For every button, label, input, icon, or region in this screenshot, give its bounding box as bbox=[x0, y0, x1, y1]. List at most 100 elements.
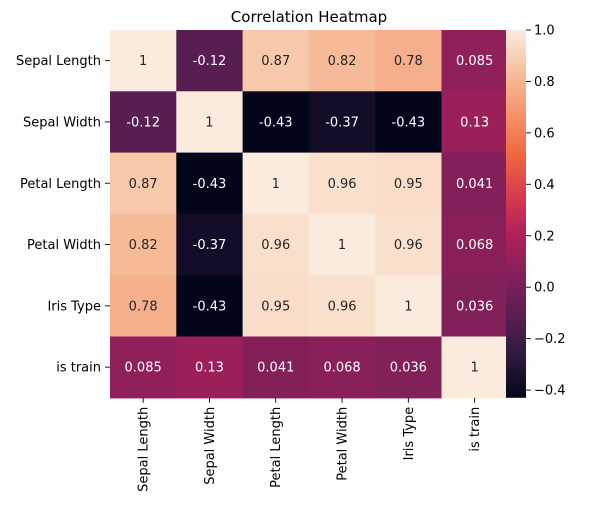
cell-label-r1-c5: 0.13 bbox=[460, 115, 489, 130]
heatmap-cell-r4-c1 bbox=[176, 275, 244, 338]
heatmap-cell-r2-c0 bbox=[110, 152, 177, 215]
y-axis: Sepal Length Sepal Width Petal Length Petal… bbox=[16, 54, 110, 376]
colorbar-tick-label-4: 0.4 bbox=[534, 178, 555, 193]
cell-label-r0-c4: 0.78 bbox=[394, 54, 423, 69]
heatmap-cell-r4-c3 bbox=[308, 275, 376, 338]
heatmap-cell-r3-c0 bbox=[110, 213, 177, 276]
cell-label-r0-c2: 0.87 bbox=[261, 54, 290, 69]
heatmap-cell-r4-c4 bbox=[375, 275, 443, 338]
cell-label-r2-c3: 0.96 bbox=[328, 177, 357, 192]
cell-label-r3-c0: 0.82 bbox=[129, 238, 158, 253]
x-tick-label-1: Sepal Width bbox=[203, 407, 218, 485]
heatmap-cell-r5-c2 bbox=[242, 336, 310, 399]
cell-label-r1-c4: -0.43 bbox=[392, 115, 426, 130]
cell-label-r3-c2: 0.96 bbox=[261, 238, 290, 253]
colorbar-tick-label-5: 0.6 bbox=[534, 126, 555, 141]
colorbar-tick-label-1: −0.2 bbox=[534, 332, 566, 347]
x-tick-label-3: Petal Width bbox=[336, 407, 351, 481]
y-tick-label-5: is train bbox=[56, 361, 101, 376]
cell-label-r0-c5: 0.085 bbox=[456, 54, 493, 69]
heatmap-cell-r2-c1 bbox=[176, 152, 244, 215]
colorbar-tick-label-0: −0.4 bbox=[534, 384, 566, 399]
y-tick-label-0: Sepal Length bbox=[16, 54, 101, 69]
cell-label-r5-c4: 0.036 bbox=[390, 361, 427, 376]
cell-label-r0-c0: 1 bbox=[139, 54, 147, 69]
cell-label-r4-c3: 0.96 bbox=[328, 299, 357, 314]
heatmap-cell-r5-c1 bbox=[176, 336, 244, 399]
heatmap-cell-r2-c4 bbox=[375, 152, 443, 215]
cell-label-r1-c2: -0.43 bbox=[259, 115, 293, 130]
cell-label-r4-c2: 0.95 bbox=[261, 299, 290, 314]
cell-label-r4-c1: -0.43 bbox=[193, 299, 227, 314]
colorbar-tick-label-2: 0.0 bbox=[534, 281, 555, 296]
colorbar-tick-label-6: 0.8 bbox=[534, 75, 555, 90]
heatmap-cell-r1-c0 bbox=[110, 91, 177, 154]
heatmap-cell-r3-c5 bbox=[441, 213, 509, 276]
heatmap-cell-r4-c2 bbox=[242, 275, 310, 338]
y-tick-label-2: Petal Length bbox=[20, 177, 101, 192]
heatmap-cell-r0-c0 bbox=[110, 30, 177, 92]
heatmap-cell-r2-c3 bbox=[308, 152, 376, 215]
x-tick-label-0: Sepal Length bbox=[137, 407, 152, 492]
heatmap-cell-r5-c4 bbox=[375, 336, 443, 399]
colorbar: −0.4 −0.2 0.0 0.2 0.4 0.6 0.8 1.0 bbox=[506, 24, 566, 399]
chart-title: Correlation Heatmap bbox=[231, 8, 387, 26]
heatmap-cell-r0-c4 bbox=[375, 30, 443, 92]
cell-label-r0-c1: -0.12 bbox=[193, 54, 227, 69]
y-tick-label-3: Petal Width bbox=[27, 238, 101, 253]
heatmap-cell-r3-c4 bbox=[375, 213, 443, 276]
cell-label-r5-c1: 0.13 bbox=[195, 361, 224, 376]
colorbar-gradient bbox=[506, 30, 526, 398]
heatmap-cell-r2-c2 bbox=[242, 152, 310, 215]
heatmap-cell-r1-c5 bbox=[441, 91, 509, 154]
cell-label-r2-c2: 1 bbox=[272, 177, 280, 192]
cell-label-r4-c4: 1 bbox=[404, 299, 412, 314]
cell-label-r2-c5: 0.041 bbox=[456, 177, 493, 192]
cell-label-r5-c3: 0.068 bbox=[323, 361, 360, 376]
cell-label-r4-c5: 0.036 bbox=[456, 299, 493, 314]
cell-label-r1-c0: -0.12 bbox=[126, 115, 160, 130]
heatmap-cell-r1-c3 bbox=[308, 91, 376, 154]
x-axis: Sepal Length Sepal Width Petal Length Petal… bbox=[137, 397, 483, 492]
colorbar-tick-label-7: 1.0 bbox=[534, 24, 555, 39]
heatmap-cell-r0-c2 bbox=[242, 30, 310, 92]
cell-label-r2-c0: 0.87 bbox=[129, 177, 158, 192]
heatmap-cell-r3-c1 bbox=[176, 213, 244, 276]
cell-label-r1-c3: -0.37 bbox=[325, 115, 359, 130]
heatmap-cell-r3-c2 bbox=[242, 213, 310, 276]
cell-label-r5-c5: 1 bbox=[471, 361, 479, 376]
cell-label-r3-c1: -0.37 bbox=[193, 238, 227, 253]
heatmap-cell-r5-c3 bbox=[308, 336, 376, 399]
cell-label-r5-c2: 0.041 bbox=[257, 361, 294, 376]
heatmap-cell-r4-c0 bbox=[110, 275, 177, 338]
cell-label-r4-c0: 0.78 bbox=[129, 299, 158, 314]
heatmap-cell-r1-c1 bbox=[176, 91, 244, 154]
cell-label-r3-c5: 0.068 bbox=[456, 238, 493, 253]
x-tick-label-5: is train bbox=[468, 407, 483, 452]
heatmap-cell-labels: 1 -0.12 0.87 0.82 0.78 0.085 -0.12 1 -0.43 -0.37 -… bbox=[125, 54, 494, 376]
colorbar-tick-label-3: 0.2 bbox=[534, 229, 555, 244]
cell-label-r5-c0: 0.085 bbox=[125, 361, 162, 376]
x-tick-label-2: Petal Length bbox=[269, 407, 284, 488]
heatmap-cell-r5-c0 bbox=[110, 336, 177, 399]
y-tick-label-4: Iris Type bbox=[47, 299, 101, 314]
heatmap-cell-r1-c4 bbox=[375, 91, 443, 154]
cell-label-r1-c1: 1 bbox=[205, 115, 213, 130]
heatmap-cell-r5-c5 bbox=[441, 336, 509, 399]
heatmap-cell-r1-c2 bbox=[242, 91, 310, 154]
heatmap-cell-r0-c5 bbox=[441, 30, 509, 92]
y-tick-label-1: Sepal Width bbox=[23, 115, 101, 130]
cell-label-r0-c3: 0.82 bbox=[328, 54, 357, 69]
heatmap-cell-r4-c5 bbox=[441, 275, 509, 338]
heatmap-cell-r0-c3 bbox=[308, 30, 376, 92]
heatmap-cell-r2-c5 bbox=[441, 152, 509, 215]
cell-label-r3-c4: 0.96 bbox=[394, 238, 423, 253]
heatmap-cell-r0-c1 bbox=[176, 30, 244, 92]
cell-label-r2-c1: -0.43 bbox=[193, 177, 227, 192]
heatmap-cells bbox=[110, 30, 509, 399]
x-tick-label-4: Iris Type bbox=[402, 407, 417, 461]
cell-label-r3-c3: 1 bbox=[338, 238, 346, 253]
heatmap-cell-r3-c3 bbox=[308, 213, 376, 276]
